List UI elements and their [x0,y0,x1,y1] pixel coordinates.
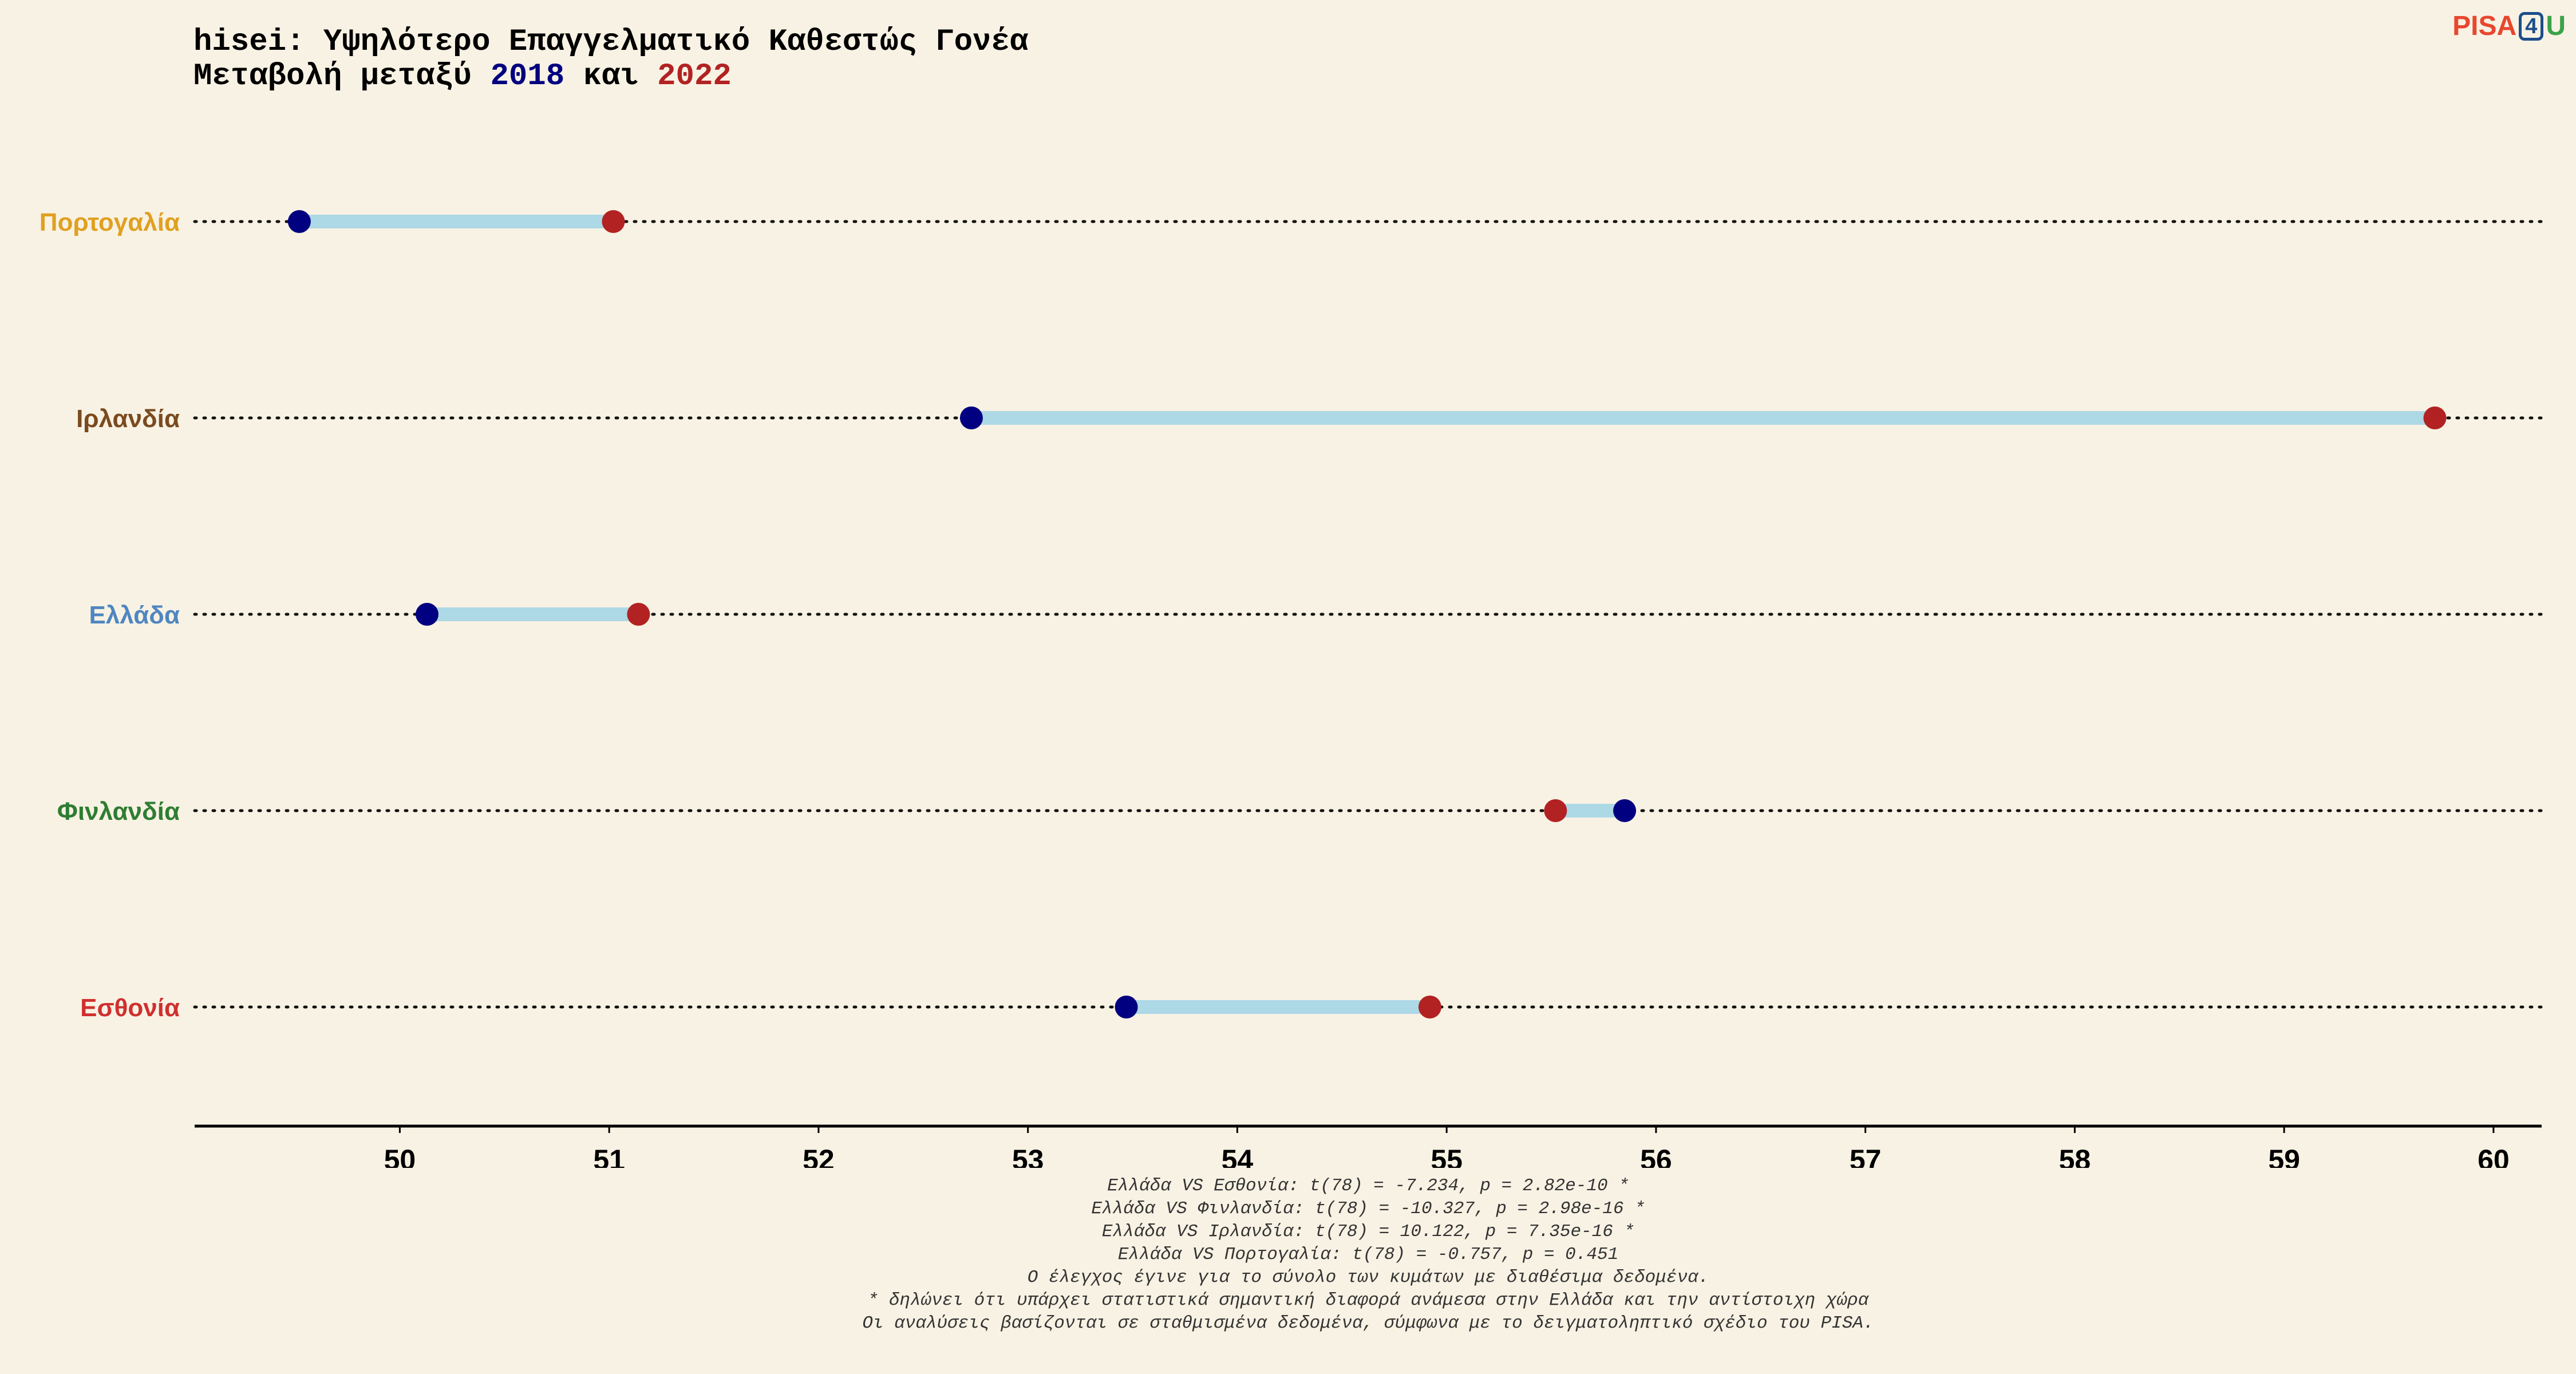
x-tick-label: 59 [2268,1144,2300,1168]
country-label: Ελλάδα [89,601,180,629]
footnote-line: Οι αναλύσεις βασίζονται σε σταθμισμένα δ… [862,1313,1874,1333]
x-tick-label: 52 [803,1144,835,1168]
title-line-1: hisei: Υψηλότερο Επαγγελματικό Καθεστώς … [193,25,1029,60]
point-2018 [1115,996,1138,1018]
logo-pisa: PISA [2452,11,2517,41]
title-line-2: Μεταβολή μεταξύ 2018 και 2022 [193,60,1028,94]
point-2022 [627,603,650,626]
point-2018 [415,603,438,626]
x-tick-label: 50 [384,1144,416,1168]
point-2022 [1544,799,1567,822]
point-2018 [287,210,311,233]
footnote-line: Ο έλεγχος έγινε για το σύνολο των κυμάτω… [1027,1268,1709,1288]
country-label: Εσθονία [80,994,180,1022]
footnotes: Ελλάδα VS Εσθονία: t(78) = -7.234, p = 2… [0,1175,2576,1335]
footnote-line: Ελλάδα VS Φινλανδία: t(78) = -10.327, p … [1091,1199,1645,1219]
x-tick-label: 57 [1850,1144,1882,1168]
point-2022 [602,210,625,233]
x-tick-label: 55 [1431,1144,1463,1168]
x-tick-label: 54 [1222,1144,1254,1168]
chart-title: hisei: Υψηλότερο Επαγγελματικό Καθεστώς … [193,25,1028,94]
x-tick-label: 58 [2059,1144,2091,1168]
logo-four: 4 [2519,11,2544,41]
point-2018 [1613,799,1637,822]
country-label: Ιρλανδία [76,405,180,433]
title-year-2022: 2022 [657,59,732,94]
country-label: Φινλανδία [57,797,180,826]
title-year-2018: 2018 [490,59,565,94]
x-tick-label: 51 [593,1144,625,1168]
title-middle: και [564,59,658,94]
point-2022 [1418,996,1441,1018]
x-tick-label: 60 [2478,1144,2510,1168]
country-label: Πορτογαλία [39,208,180,236]
title-prefix: Μεταβολή μεταξύ [193,59,491,94]
footnote-line: Ελλάδα VS Εσθονία: t(78) = -7.234, p = 2… [1107,1176,1629,1196]
point-2022 [2423,406,2447,429]
logo-u: U [2546,11,2566,41]
footnote-line: Ελλάδα VS Πορτογαλία: t(78) = -0.757, p … [1117,1245,1619,1265]
dumbbell-chart: 50 51 52 53 54 55 56 57 58 59 60 Πορτογαλία Ιρλανδία… [39,208,2543,1168]
point-2018 [959,406,983,429]
x-tick-label: 53 [1012,1144,1044,1168]
pisa4u-logo: PISA 4 U [2452,10,2566,42]
x-tick-label: 56 [1640,1144,1672,1168]
footnote-line: * δηλώνει ότι υπάρχει στατιστικά σημαντι… [867,1290,1869,1310]
footnote-line: Ελλάδα VS Ιρλανδία: t(78) = 10.122, p = … [1101,1222,1635,1242]
